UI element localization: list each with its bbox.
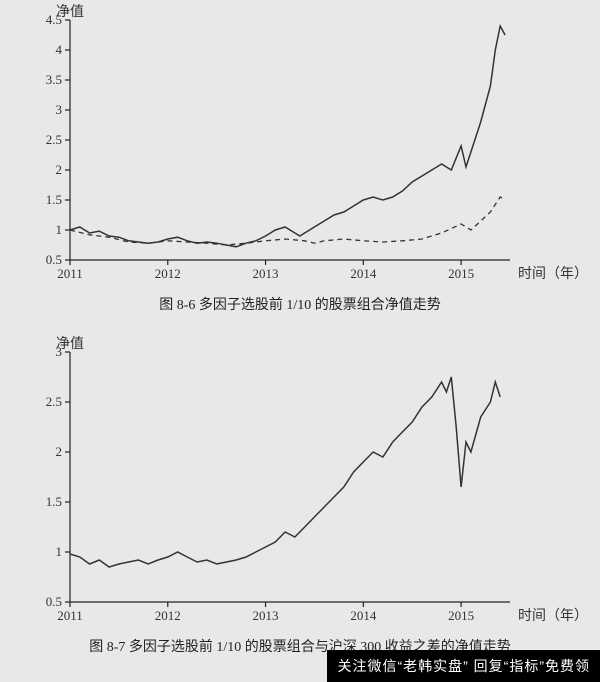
svg-text:2012: 2012 (155, 608, 181, 623)
chart-8-6: 净值0.511.522.533.544.52011201220132014201… (0, 0, 600, 314)
chart-8-7: 净值0.511.522.5320112012201320142015时间（年） … (0, 332, 600, 656)
svg-text:3: 3 (56, 102, 63, 117)
svg-text:2015: 2015 (448, 608, 474, 623)
svg-text:2: 2 (56, 444, 63, 459)
svg-text:3: 3 (56, 344, 63, 359)
chart-8-6-caption: 图 8-6 多因子选股前 1/10 的股票组合净值走势 (0, 294, 600, 314)
chart-8-7-svg: 净值0.511.522.5320112012201320142015时间（年） (0, 332, 600, 632)
wechat-banner: 关注微信“老韩实盘” 回复“指标”免费领 (327, 650, 600, 682)
svg-text:1: 1 (56, 544, 63, 559)
svg-text:1.5: 1.5 (46, 192, 62, 207)
svg-text:时间（年）: 时间（年） (518, 608, 588, 624)
svg-text:2015: 2015 (448, 266, 474, 281)
svg-text:4: 4 (56, 42, 63, 57)
svg-text:2013: 2013 (253, 608, 279, 623)
svg-text:2.5: 2.5 (46, 132, 62, 147)
svg-text:2.5: 2.5 (46, 394, 62, 409)
svg-text:2011: 2011 (57, 608, 83, 623)
svg-text:2011: 2011 (57, 266, 83, 281)
svg-text:2014: 2014 (350, 266, 377, 281)
svg-text:2: 2 (56, 162, 63, 177)
svg-text:2012: 2012 (155, 266, 181, 281)
svg-text:1.5: 1.5 (46, 494, 62, 509)
svg-text:1: 1 (56, 222, 63, 237)
svg-text:3.5: 3.5 (46, 72, 62, 87)
svg-text:2014: 2014 (350, 608, 377, 623)
chart-8-6-svg: 净值0.511.522.533.544.52011201220132014201… (0, 0, 600, 290)
svg-text:4.5: 4.5 (46, 12, 62, 27)
svg-text:2013: 2013 (253, 266, 279, 281)
svg-text:0.5: 0.5 (46, 252, 62, 267)
svg-text:0.5: 0.5 (46, 594, 62, 609)
svg-text:时间（年）: 时间（年） (518, 266, 588, 282)
